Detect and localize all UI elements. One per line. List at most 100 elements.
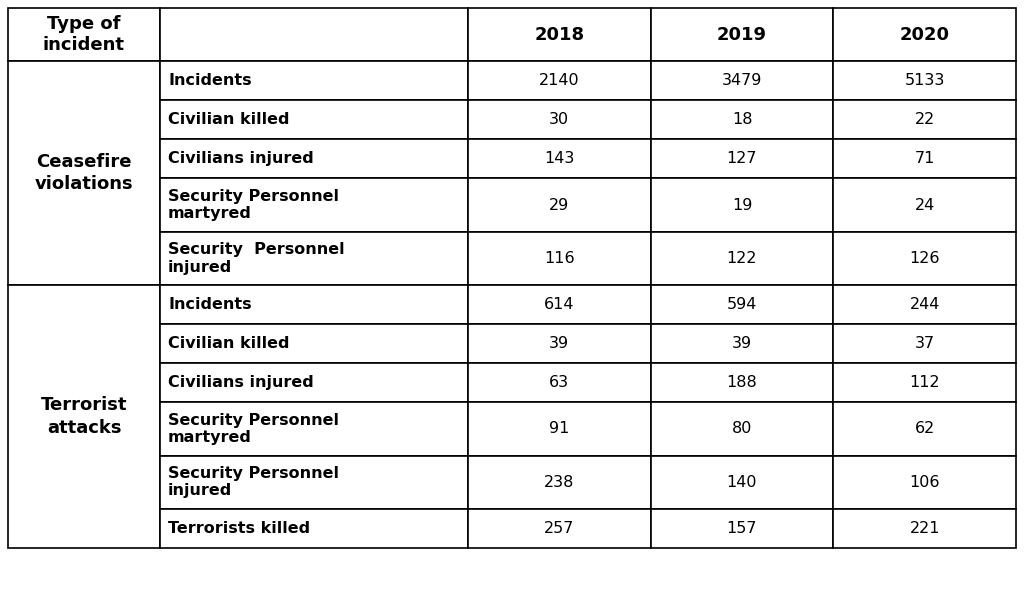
Text: 39: 39 <box>549 336 569 351</box>
Text: 2019: 2019 <box>717 26 767 44</box>
Text: 2018: 2018 <box>535 26 585 44</box>
Bar <box>160 402 468 456</box>
Bar <box>834 8 1016 61</box>
Bar <box>8 61 160 285</box>
Bar <box>650 101 834 140</box>
Text: 91: 91 <box>549 422 569 437</box>
Text: 71: 71 <box>914 152 935 167</box>
Bar <box>834 179 1016 232</box>
Bar <box>468 61 650 101</box>
Bar <box>468 509 650 548</box>
Text: 157: 157 <box>727 521 758 536</box>
Text: 614: 614 <box>544 297 574 312</box>
Bar <box>160 61 468 101</box>
Text: Civilian killed: Civilian killed <box>168 336 290 351</box>
Text: 112: 112 <box>909 375 940 390</box>
Text: 29: 29 <box>549 198 569 213</box>
Text: 127: 127 <box>727 152 758 167</box>
Text: Security  Personnel
injured: Security Personnel injured <box>168 242 345 275</box>
Text: Incidents: Incidents <box>168 74 252 89</box>
Text: 2020: 2020 <box>900 26 949 44</box>
Bar <box>160 456 468 509</box>
Text: 126: 126 <box>909 251 940 266</box>
Bar <box>8 285 160 548</box>
Text: 22: 22 <box>914 113 935 128</box>
Text: 37: 37 <box>914 336 935 351</box>
Bar <box>650 179 834 232</box>
Bar <box>834 232 1016 285</box>
Bar <box>468 456 650 509</box>
Text: 30: 30 <box>549 113 569 128</box>
Bar <box>160 101 468 140</box>
Text: 3479: 3479 <box>722 74 762 89</box>
Bar <box>160 179 468 232</box>
Bar <box>468 363 650 402</box>
Bar <box>160 140 468 179</box>
Text: Security Personnel
martyred: Security Personnel martyred <box>168 189 339 221</box>
Text: 24: 24 <box>914 198 935 213</box>
Text: Civilians injured: Civilians injured <box>168 152 313 167</box>
Bar <box>160 509 468 548</box>
Text: Terrorists killed: Terrorists killed <box>168 521 310 536</box>
Bar <box>834 101 1016 140</box>
Bar <box>650 61 834 101</box>
Text: 63: 63 <box>549 375 569 390</box>
Text: 244: 244 <box>909 297 940 312</box>
Bar <box>468 285 650 324</box>
Text: 188: 188 <box>727 375 758 390</box>
Bar <box>650 509 834 548</box>
Text: Security Personnel
martyred: Security Personnel martyred <box>168 413 339 445</box>
Bar <box>650 285 834 324</box>
Text: 18: 18 <box>732 113 753 128</box>
Text: 238: 238 <box>544 475 574 490</box>
Bar <box>650 140 834 179</box>
Bar <box>468 140 650 179</box>
Bar <box>650 456 834 509</box>
Text: Ceasefire
violations: Ceasefire violations <box>35 153 133 193</box>
Bar <box>160 232 468 285</box>
Bar <box>468 232 650 285</box>
Text: 19: 19 <box>732 198 753 213</box>
Bar <box>834 402 1016 456</box>
Bar <box>650 363 834 402</box>
Text: 62: 62 <box>914 422 935 437</box>
Text: Civilians injured: Civilians injured <box>168 375 313 390</box>
Text: 122: 122 <box>727 251 758 266</box>
Bar <box>468 324 650 363</box>
Text: Type of
incident: Type of incident <box>43 16 125 54</box>
Text: 257: 257 <box>544 521 574 536</box>
Text: 140: 140 <box>727 475 758 490</box>
Bar <box>834 324 1016 363</box>
Text: 80: 80 <box>732 422 753 437</box>
Bar <box>834 140 1016 179</box>
Bar <box>650 232 834 285</box>
Text: Terrorist
attacks: Terrorist attacks <box>41 397 127 437</box>
Bar <box>650 324 834 363</box>
Text: 39: 39 <box>732 336 752 351</box>
Bar <box>834 509 1016 548</box>
Bar <box>834 285 1016 324</box>
Text: 221: 221 <box>909 521 940 536</box>
Bar <box>650 402 834 456</box>
Text: Incidents: Incidents <box>168 297 252 312</box>
Bar <box>160 363 468 402</box>
Bar <box>834 61 1016 101</box>
Text: 143: 143 <box>544 152 574 167</box>
Bar <box>160 8 468 61</box>
Text: 5133: 5133 <box>904 74 945 89</box>
Text: 2140: 2140 <box>539 74 580 89</box>
Bar <box>160 285 468 324</box>
Text: 594: 594 <box>727 297 757 312</box>
Text: 116: 116 <box>544 251 574 266</box>
Bar <box>468 402 650 456</box>
Bar <box>650 8 834 61</box>
Text: Security Personnel
injured: Security Personnel injured <box>168 466 339 498</box>
Bar <box>834 456 1016 509</box>
Bar <box>8 8 160 61</box>
Bar <box>834 363 1016 402</box>
Text: 106: 106 <box>909 475 940 490</box>
Bar <box>468 179 650 232</box>
Bar <box>160 324 468 363</box>
Text: Civilian killed: Civilian killed <box>168 113 290 128</box>
Bar <box>468 8 650 61</box>
